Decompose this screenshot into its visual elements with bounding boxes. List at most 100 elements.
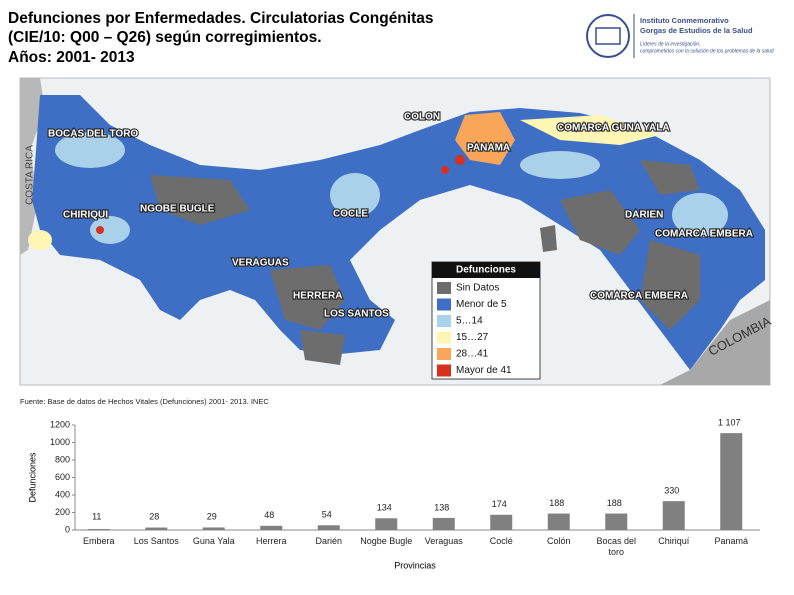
legend-label: Mayor de 41 [456, 365, 512, 376]
island [540, 225, 557, 252]
map-area [520, 151, 600, 179]
x-tick-label: Darién [315, 536, 342, 546]
logo-name: Instituto Conmemorativo [640, 16, 729, 25]
title-line: Años: 2001- 2013 [8, 49, 135, 66]
bar [662, 501, 685, 530]
legend-label: Menor de 5 [456, 299, 507, 310]
x-tick-label: Guna Yala [192, 536, 235, 546]
bar [260, 525, 283, 530]
x-axis-label: Provincias [394, 560, 436, 570]
x-tick-label-box: Darién [315, 536, 342, 546]
colombia [660, 300, 770, 385]
map-label: HERRERA [293, 291, 342, 302]
legend-swatch [437, 348, 451, 360]
x-tick-label: Coclé [489, 536, 513, 546]
value-label: 174 [492, 499, 507, 509]
map-area [640, 240, 700, 330]
x-tick-label-box: Coclé [489, 536, 513, 546]
map-area [455, 155, 465, 165]
value-label: 1 107 [718, 418, 741, 428]
y-tick-label: 400 [55, 489, 70, 499]
y-tick-label: 1200 [50, 419, 70, 429]
map-area [672, 193, 728, 237]
x-tick-label: Bocas del toro [596, 536, 637, 557]
legend-header [432, 262, 540, 278]
map-label: COSTA RICA [25, 145, 36, 205]
logo-name: Gorgas de Estudios de la Salud [640, 26, 753, 35]
map-area [560, 190, 640, 255]
map: BOCAS DEL TORO COSTA RICA COLON PANAMA C… [19, 77, 774, 386]
bar [87, 529, 110, 530]
x-tick-label-box: Veraguas [424, 536, 463, 546]
logo-tagline: Líderes de la investigación, [640, 41, 701, 47]
x-tick-label-box: Guna Yala [192, 536, 235, 546]
bar [375, 518, 398, 530]
x-tick-label-box: Nogbe Bugle [360, 536, 413, 546]
map-area [96, 226, 104, 234]
bar [720, 433, 743, 530]
bar [490, 514, 513, 530]
map-label: VERAGUAS [232, 258, 289, 269]
bar [547, 513, 570, 530]
legend-title: Defunciones [456, 265, 516, 276]
map-label: COLON [404, 112, 440, 123]
x-tick-label-box: Panamá [714, 536, 749, 546]
value-label: 54 [322, 510, 332, 520]
x-tick-label-box: Colón [547, 536, 571, 546]
value-label: 11 [92, 511, 101, 521]
y-tick-label: 0 [65, 524, 70, 534]
bar [145, 527, 168, 530]
x-tick-label-box: Los Santos [133, 536, 179, 546]
value-label: 48 [264, 510, 274, 520]
map-label: PANAMA [467, 143, 510, 154]
value-label: 28 [149, 511, 159, 521]
logo: Instituto Conmemorativo Gorgas de Estudi… [586, 14, 774, 58]
x-tick-label-box: Chiriquí [658, 536, 689, 546]
bar [317, 525, 340, 530]
legend-label: 5…14 [456, 316, 483, 327]
map-area [150, 175, 250, 225]
map-label: COMARCA EMBERA [655, 229, 753, 240]
y-tick-label: 200 [55, 507, 70, 517]
map-area [441, 166, 449, 174]
title-line: Defunciones por Enfermedades. Circulator… [8, 10, 434, 27]
map-area [300, 330, 345, 365]
legend-label: 15…27 [456, 332, 489, 343]
x-tick-label: Embera [82, 536, 115, 546]
title-line: (CIE/10: Q00 – Q26) según corregimientos… [8, 29, 322, 46]
legend-swatch [437, 315, 451, 327]
logo-building [595, 27, 621, 45]
value-label: 188 [549, 498, 564, 508]
logo-seal [586, 14, 630, 58]
map-label: COMARCA EMBERA [590, 291, 688, 302]
source: Fuente: Base de datos de Hechos Vitales … [20, 397, 269, 406]
x-tick-label: Veraguas [424, 536, 463, 546]
y-tick-label: 1000 [50, 437, 70, 447]
value-label: 188 [607, 498, 622, 508]
legend-label: 28…41 [456, 349, 489, 360]
y-tick-label: 800 [55, 454, 70, 464]
legend-swatch [437, 298, 451, 311]
map-area [330, 173, 380, 217]
map-area [55, 132, 125, 168]
bar [605, 513, 628, 530]
legend-swatch [437, 331, 451, 344]
value-label: 138 [434, 502, 449, 512]
map-area [270, 265, 345, 330]
y-axis-label: Defunciones [27, 452, 37, 503]
x-tick-label: Nogbe Bugle [360, 536, 413, 546]
x-tick-label-box: Herrera [256, 536, 287, 546]
map-label: DARIEN [625, 210, 663, 221]
x-tick-label-box: Embera [82, 536, 115, 546]
map-area [640, 160, 700, 195]
bar [202, 527, 225, 530]
x-tick-label: Panamá [714, 536, 749, 546]
map-label: COMARCA GUNA YALA [557, 123, 670, 134]
map-area [28, 230, 52, 250]
x-tick-label: Los Santos [133, 536, 179, 546]
map-label: BOCAS DEL TORO [48, 129, 138, 140]
legend: Defunciones Sin Datos Menor de 5 5…14 15…27… [431, 261, 541, 380]
map-area [90, 216, 130, 244]
value-label: 29 [207, 511, 217, 521]
